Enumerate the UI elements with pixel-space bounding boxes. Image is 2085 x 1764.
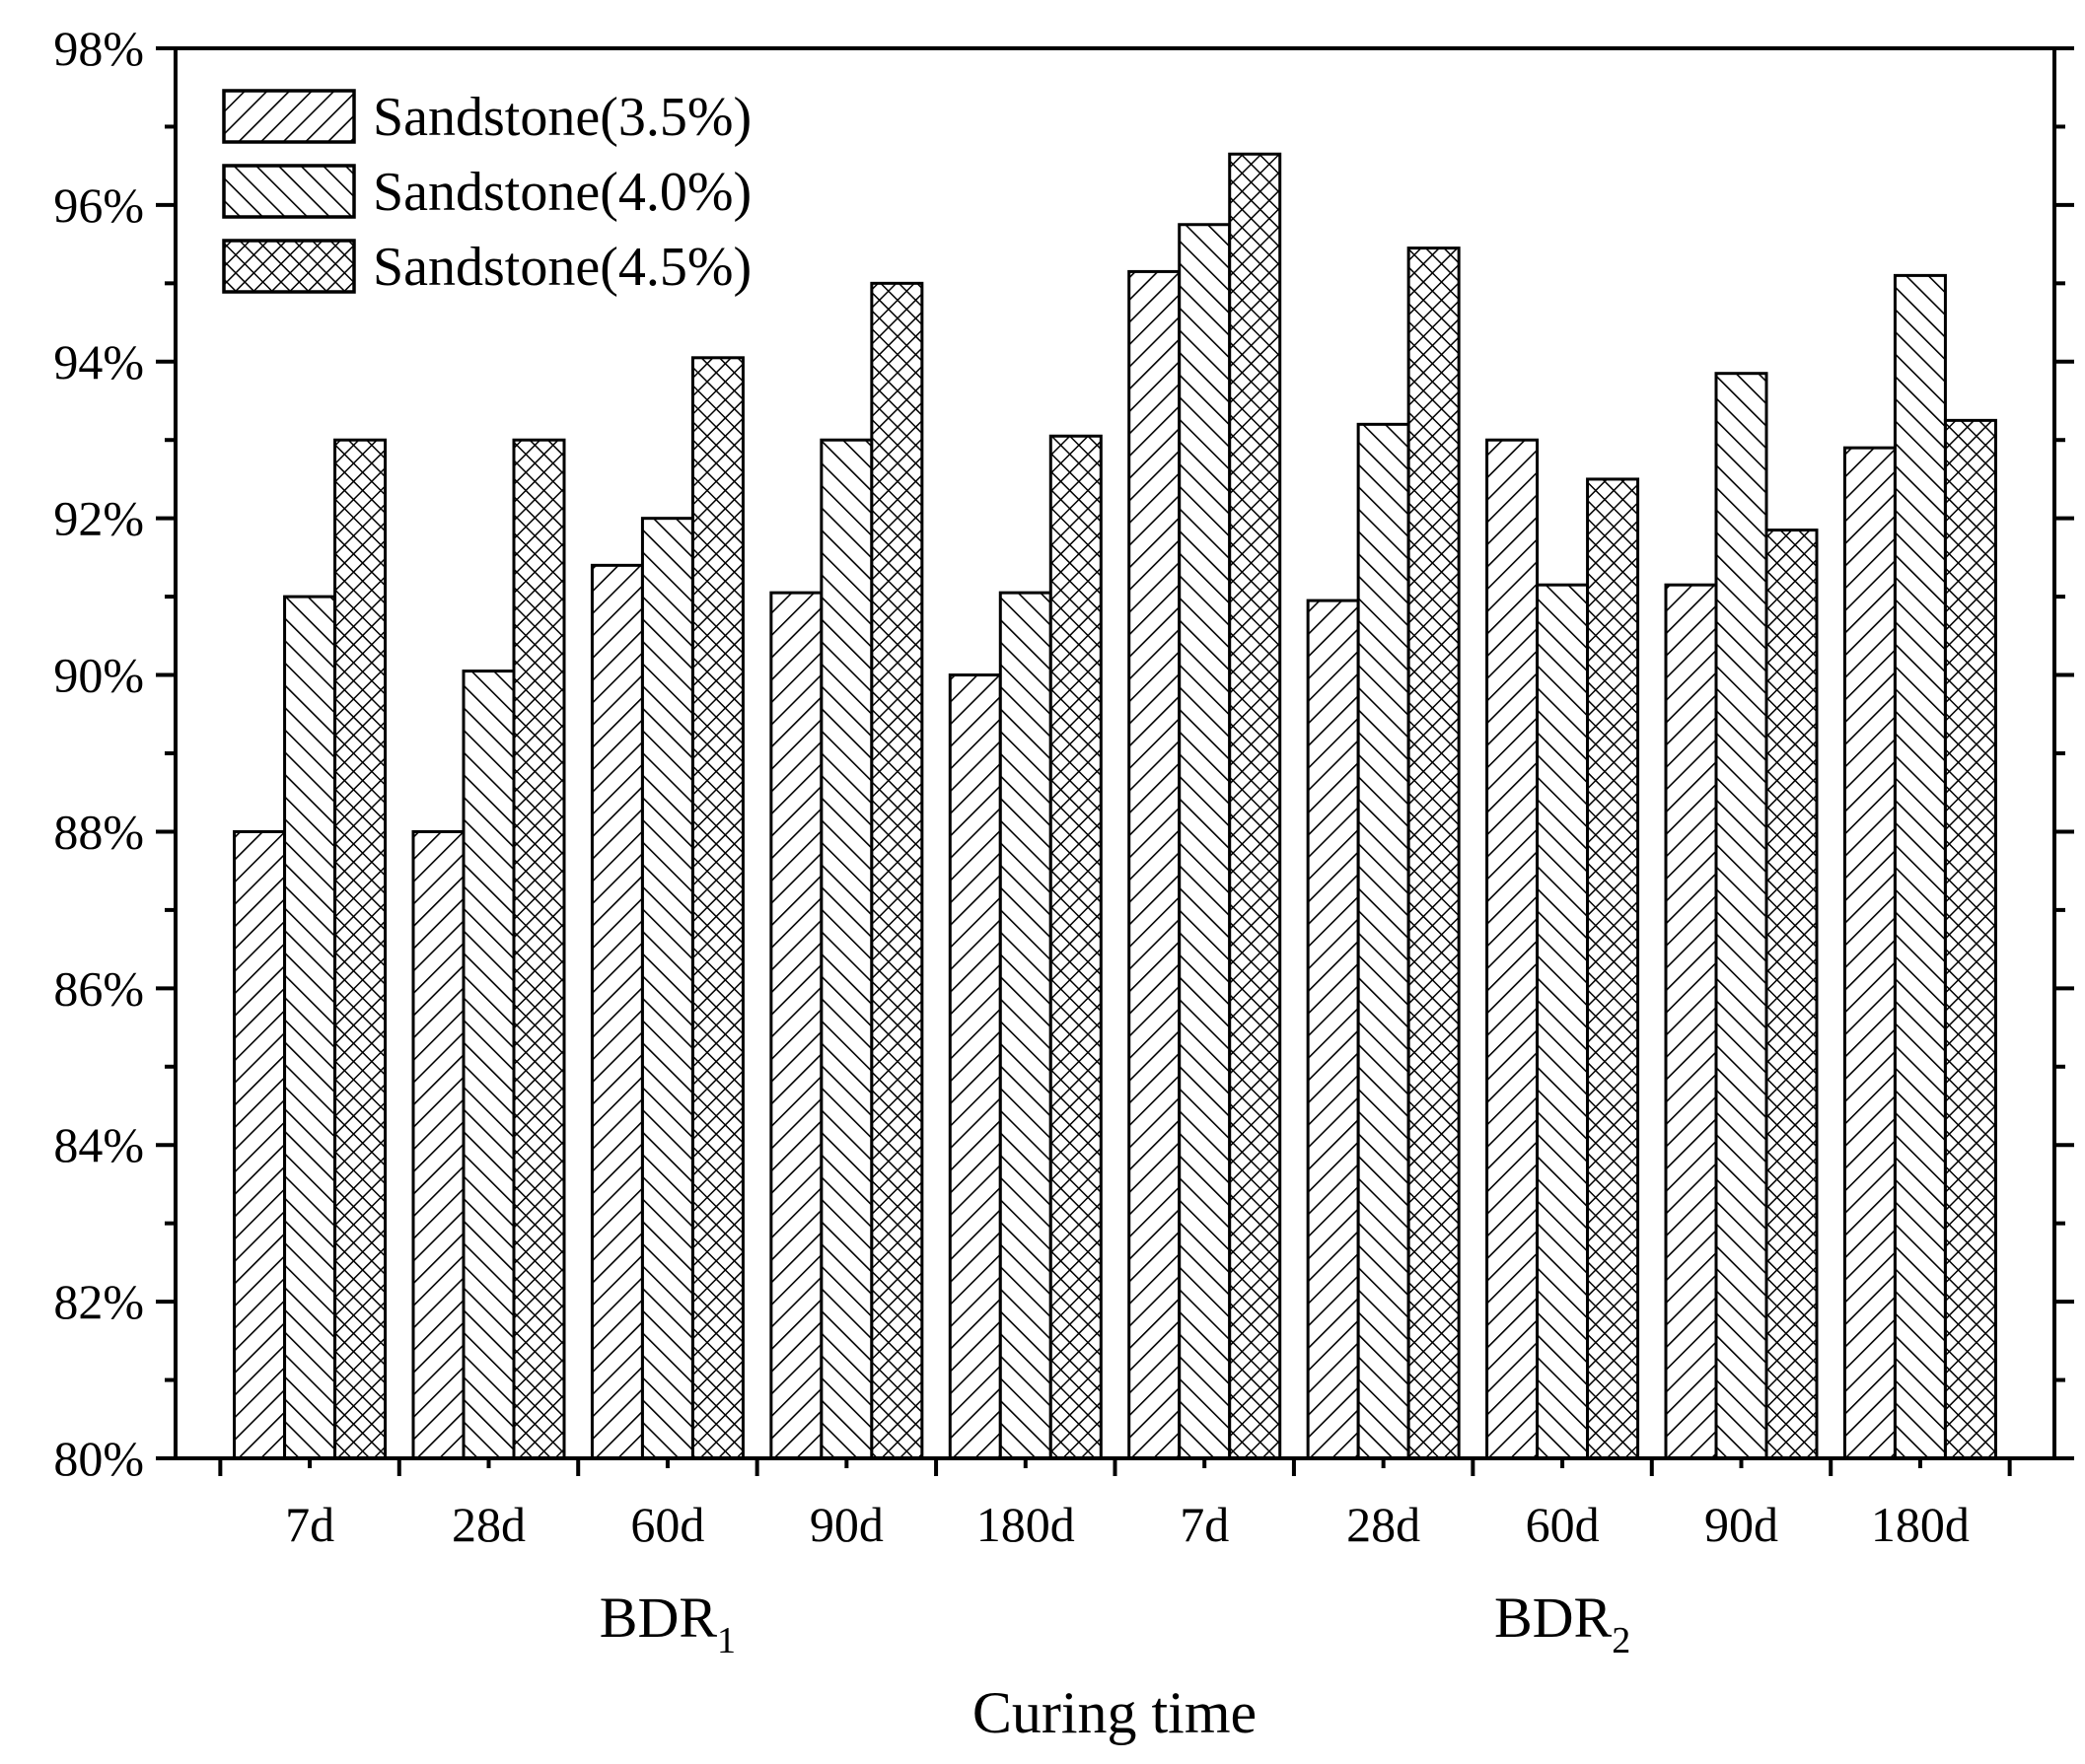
group-label: BDR1	[600, 1586, 736, 1661]
x-tick-label: 180d	[976, 1497, 1075, 1552]
legend-label-3: Sandstone(4.5%)	[373, 237, 752, 298]
y-tick-label: 96%	[53, 177, 144, 233]
bar-series-1-10	[1842, 446, 1897, 1460]
y-tick-label: 98%	[53, 21, 144, 76]
bar-series-2-6	[1178, 223, 1232, 1460]
legend-swatch-3	[222, 239, 356, 294]
legend-label-1: Sandstone(3.5%)	[373, 87, 752, 148]
bar-series-2-3	[640, 517, 694, 1460]
bar-series-3-10	[1943, 418, 1997, 1460]
y-tick-label: 92%	[53, 491, 144, 546]
group-label-name: BDR	[1494, 1586, 1613, 1650]
bar-series-3-2	[512, 438, 566, 1460]
bar-series-1-5	[948, 673, 1002, 1460]
y-tick-label: 84%	[53, 1117, 144, 1172]
bar-series-1-7	[1306, 599, 1360, 1460]
bar-series-3-4	[870, 281, 924, 1460]
bar-series-1-1	[233, 829, 287, 1460]
x-tick-label: 7d	[1180, 1497, 1229, 1552]
y-tick-label: 90%	[53, 648, 144, 703]
bar-series-3-7	[1406, 247, 1461, 1460]
y-tick-label: 88%	[53, 804, 144, 859]
bar-series-2-8	[1536, 583, 1590, 1460]
bar-series-2-1	[283, 595, 337, 1460]
bar-series-2-4	[820, 438, 874, 1460]
bar-series-3-1	[333, 438, 388, 1460]
group-label-name: BDR	[600, 1586, 718, 1650]
bar-series-2-5	[998, 591, 1052, 1460]
x-tick-label: 7d	[285, 1497, 334, 1552]
bar-series-1-3	[590, 563, 644, 1460]
bars-layer	[233, 152, 1997, 1460]
group-label-subscript: 1	[717, 1620, 736, 1661]
x-tick-label: 180d	[1871, 1497, 1970, 1552]
y-tick-label: 82%	[53, 1274, 144, 1329]
x-axis-title: Curing time	[972, 1680, 1257, 1745]
x-tick-label: 60d	[630, 1497, 704, 1552]
bar-series-3-6	[1228, 152, 1282, 1460]
y-tick-label: 94%	[53, 334, 144, 389]
legend: Sandstone(3.5%) Sandstone(4.0%) Sandstone(…	[222, 87, 752, 298]
bar-series-1-8	[1485, 438, 1540, 1460]
bar-series-2-7	[1356, 422, 1410, 1460]
y-tick-label: 80%	[53, 1431, 144, 1486]
bar-series-1-6	[1127, 269, 1182, 1460]
bar-series-3-9	[1764, 529, 1819, 1460]
bar-series-1-4	[769, 591, 824, 1460]
bar-series-2-2	[462, 670, 516, 1460]
bar-series-3-3	[690, 356, 745, 1460]
x-tick-label: 90d	[810, 1497, 884, 1552]
bar-series-2-10	[1893, 273, 1947, 1460]
legend-label-2: Sandstone(4.0%)	[373, 162, 752, 223]
bar-series-3-8	[1586, 477, 1640, 1460]
bar-series-1-9	[1664, 583, 1718, 1460]
x-tick-label: 28d	[1346, 1497, 1420, 1552]
x-tick-label: 60d	[1526, 1497, 1600, 1552]
y-axis: 80% 82% 84% 86% 88% 90% 92% 94% 96% 98%	[53, 21, 2074, 1486]
bar-series-3-5	[1048, 434, 1103, 1460]
group-label: BDR2	[1494, 1586, 1630, 1661]
x-tick-label: 28d	[452, 1497, 526, 1552]
y-tick-label: 86%	[53, 960, 144, 1016]
x-tick-label: 90d	[1704, 1497, 1778, 1552]
group-label-subscript: 2	[1612, 1620, 1630, 1661]
legend-swatch-2	[222, 164, 356, 219]
bar-series-2-9	[1714, 372, 1768, 1460]
bar-series-1-2	[411, 829, 466, 1460]
legend-swatch-1	[222, 89, 356, 144]
